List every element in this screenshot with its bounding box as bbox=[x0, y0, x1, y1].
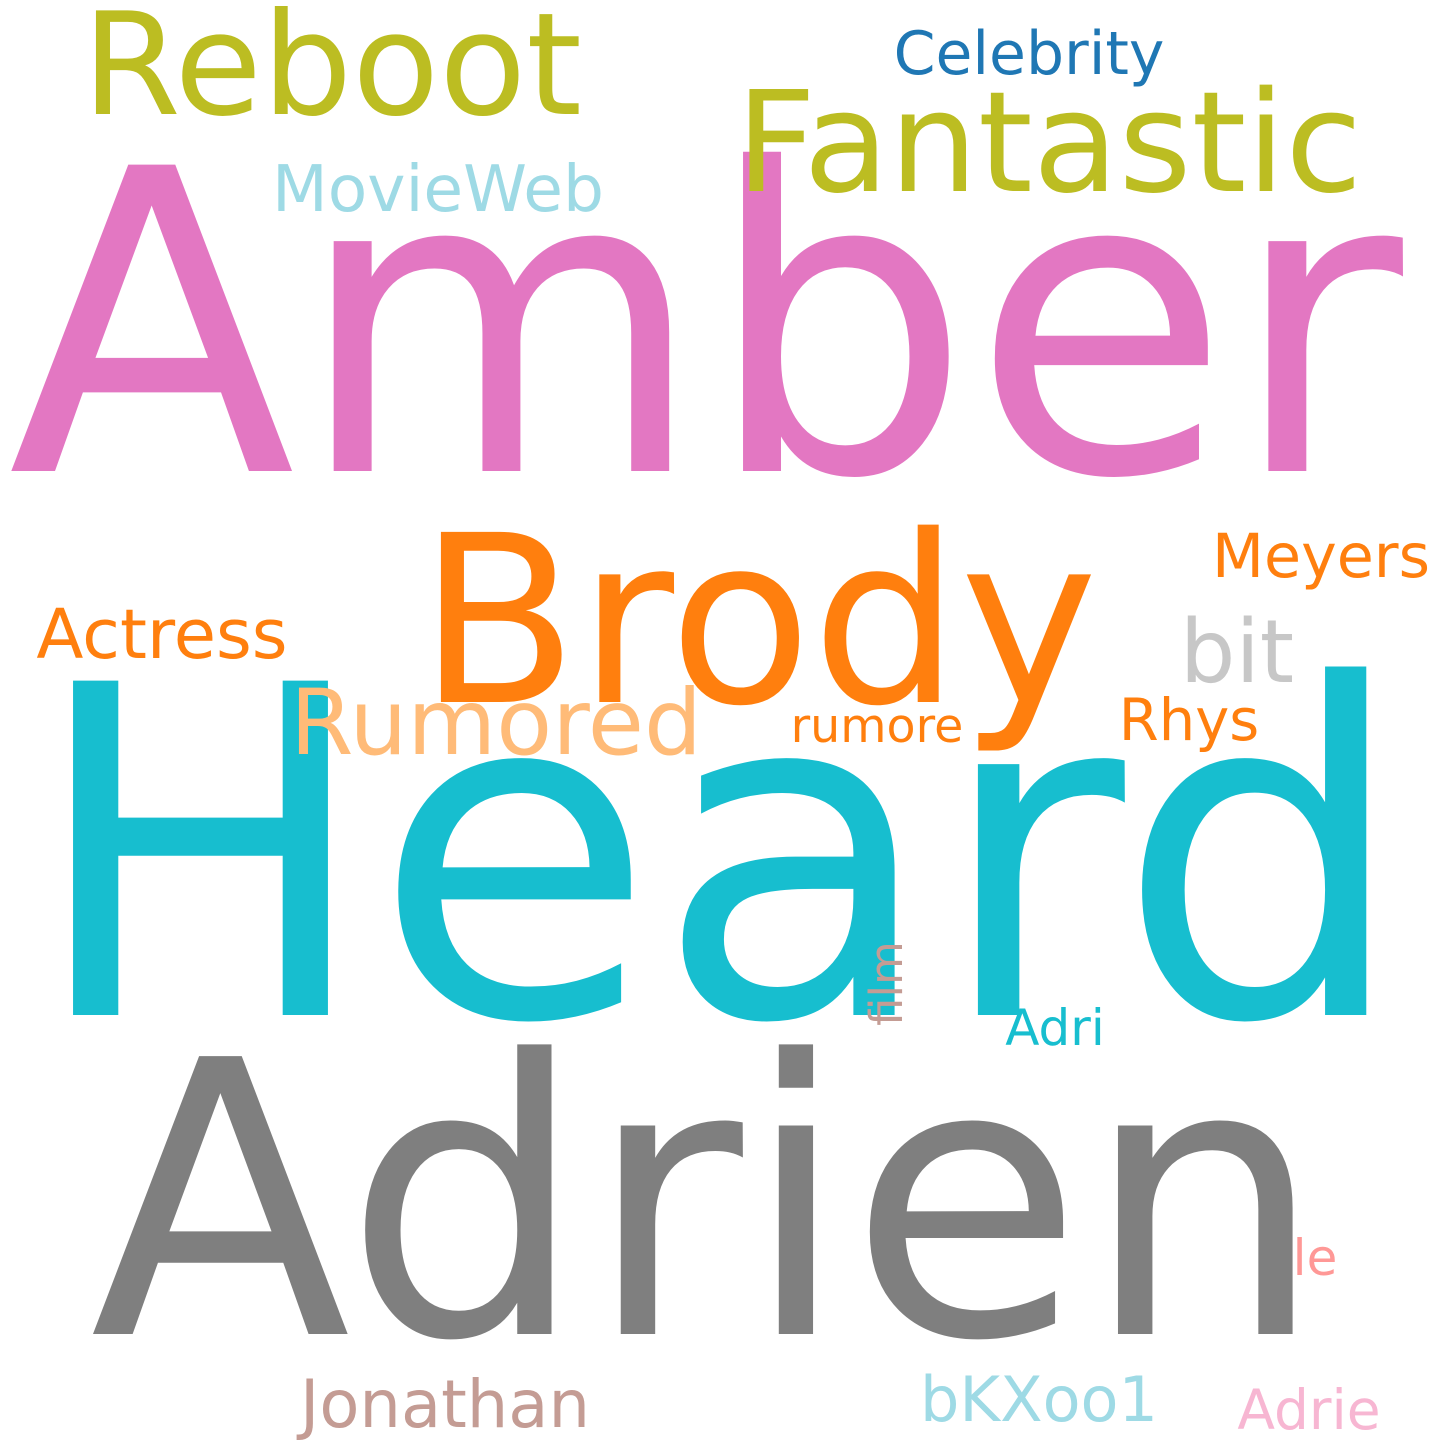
word-celebrity: Celebrity bbox=[893, 19, 1165, 89]
word-rhys: Rhys bbox=[1118, 687, 1260, 755]
word-adrien: Adrien bbox=[90, 979, 1325, 1424]
word-bit: bit bbox=[1179, 601, 1295, 704]
word-movieweb: MovieWeb bbox=[272, 151, 604, 227]
word-adrie: Adrie bbox=[1237, 1377, 1381, 1440]
word-fantastic: Fantastic bbox=[735, 62, 1363, 225]
word-meyers: Meyers bbox=[1212, 521, 1430, 592]
word-rumored: Rumored bbox=[290, 668, 702, 776]
word-adri: Adri bbox=[1005, 999, 1105, 1057]
word-reboot: Reboot bbox=[82, 0, 582, 149]
word-actress: Actress bbox=[36, 595, 288, 676]
word-bkxoo1: bKXoo1 bbox=[920, 1362, 1158, 1436]
word-film: film bbox=[859, 940, 913, 1026]
word-jonathan: Jonathan bbox=[300, 1367, 590, 1440]
word-brody: Brody bbox=[418, 485, 1098, 758]
word-amber: Amber bbox=[8, 82, 1403, 572]
word-heard: Heard bbox=[28, 589, 1408, 1124]
word-rumore: rumore bbox=[790, 699, 964, 755]
word-le: le bbox=[1292, 1229, 1338, 1287]
